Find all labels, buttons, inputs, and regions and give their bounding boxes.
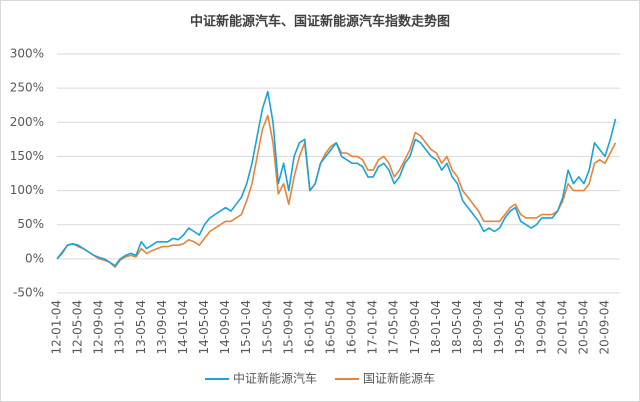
x-tick-label: 12-05-04 xyxy=(71,300,85,354)
x-tick-label: 16-01-04 xyxy=(302,300,316,354)
x-tick-label: 12-01-04 xyxy=(50,300,64,354)
x-tick-label: 17-05-04 xyxy=(387,300,401,354)
x-tick-label: 18-05-04 xyxy=(450,300,464,354)
x-tick-label: 12-09-04 xyxy=(92,300,106,354)
y-tick-label: 0% xyxy=(25,251,44,265)
x-tick-label: 20-09-04 xyxy=(598,300,612,354)
x-tick-label: 13-09-04 xyxy=(155,300,169,354)
x-tick-label: 19-05-04 xyxy=(513,300,527,354)
x-tick-label: 15-09-04 xyxy=(281,300,295,354)
y-tick-label: 100% xyxy=(10,183,44,197)
y-tick-label: 200% xyxy=(10,115,44,129)
x-tick-label: 14-01-04 xyxy=(176,300,190,354)
x-tick-label: 14-09-04 xyxy=(218,300,232,354)
x-tick-label: 19-01-04 xyxy=(492,300,506,354)
series-line xyxy=(56,90,617,267)
chart-title: 中证新能源汽车、国证新能源汽车指数走势图 xyxy=(190,14,450,30)
x-tick-label: 13-01-04 xyxy=(113,300,127,354)
x-tick-label: 13-05-04 xyxy=(134,300,148,354)
x-tick-label: 15-01-04 xyxy=(239,300,253,354)
y-tick-label: -50% xyxy=(13,286,44,300)
x-tick-label: 16-09-04 xyxy=(345,300,359,354)
y-tick-label: 50% xyxy=(17,217,44,231)
x-tick-label: 14-05-04 xyxy=(197,300,211,354)
x-tick-label: 17-01-04 xyxy=(366,300,380,354)
legend-label: 国证新能源车 xyxy=(363,371,435,386)
y-tick-label: 150% xyxy=(10,149,44,163)
y-tick-label: 250% xyxy=(10,81,44,95)
legend-label: 中证新能源汽车 xyxy=(233,371,317,386)
y-tick-label: 300% xyxy=(10,47,44,61)
x-tick-label: 20-01-04 xyxy=(555,300,569,354)
x-tick-label: 20-05-04 xyxy=(576,300,590,354)
x-tick-label: 17-09-04 xyxy=(408,300,422,354)
x-tick-label: 18-01-04 xyxy=(429,300,443,354)
x-tick-label: 18-09-04 xyxy=(471,300,485,354)
x-tick-label: 16-05-04 xyxy=(324,300,338,354)
x-tick-label: 19-09-04 xyxy=(534,300,548,354)
x-tick-label: 15-05-04 xyxy=(260,300,274,354)
